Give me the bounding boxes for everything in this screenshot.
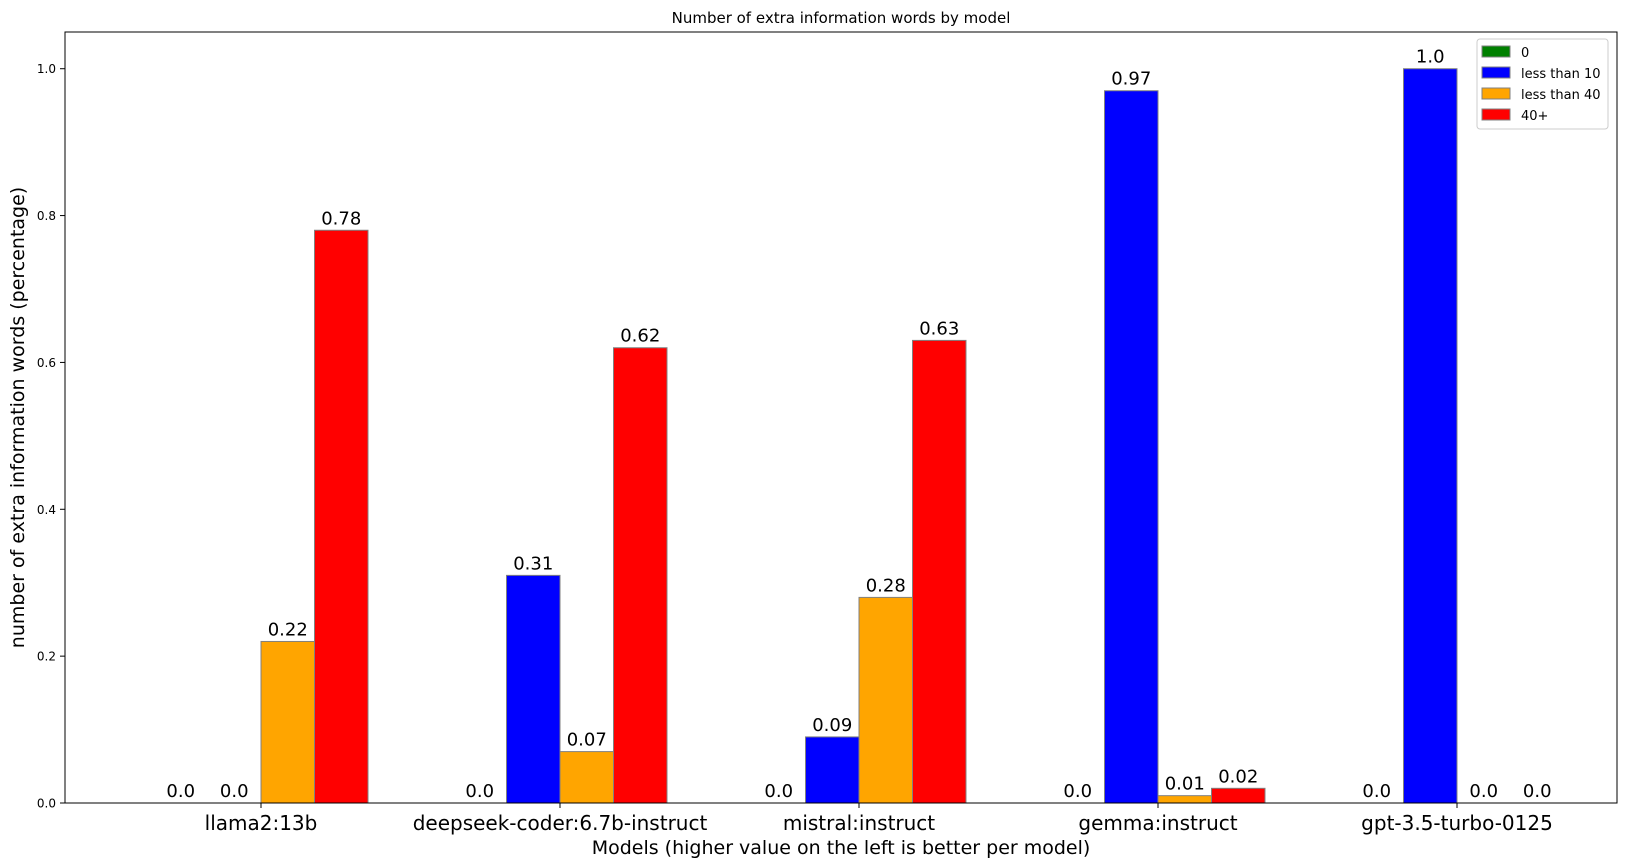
- legend-label-0: 0: [1521, 46, 1529, 61]
- bar-4-1: [1403, 68, 1458, 804]
- bar-1-2: [559, 751, 614, 804]
- data-label-3-3: 0.02: [1218, 766, 1258, 787]
- bar-1-1: [506, 574, 561, 804]
- y-axis-ticks: 0.0 0.2 0.4 0.6 0.8 1.0: [37, 62, 65, 811]
- data-label-0-0: 0.0: [166, 781, 195, 802]
- plot-frame: [64, 31, 1618, 804]
- y-axis-title: number of extra information words (perce…: [7, 187, 29, 648]
- x-tick-label-4: gpt-3.5-turbo-0125: [1361, 811, 1553, 835]
- bar-2-2: [858, 596, 913, 804]
- y-tick-label-3: 0.6: [37, 356, 56, 370]
- data-label-3-1: 0.97: [1111, 69, 1151, 90]
- data-label-2-1: 0.09: [812, 715, 852, 736]
- data-label-4-1: 1.0: [1416, 47, 1445, 68]
- bar-3-2: [1157, 795, 1212, 804]
- data-label-3-0: 0.0: [1063, 781, 1092, 802]
- legend-swatch-0: [1481, 45, 1511, 58]
- legend-label-2: less than 40: [1521, 88, 1601, 103]
- data-label-4-2: 0.0: [1469, 781, 1498, 802]
- legend-label-3: 40+: [1521, 109, 1548, 124]
- bar-2-3: [912, 339, 967, 804]
- data-label-1-2: 0.07: [567, 730, 607, 751]
- data-label-1-0: 0.0: [465, 781, 494, 802]
- x-tick-label-1: deepseek-coder:6.7b-instruct: [413, 811, 708, 835]
- x-tick-label-2: mistral:instruct: [783, 811, 935, 835]
- legend-swatch-2: [1481, 87, 1511, 100]
- bar-0-2: [260, 640, 315, 804]
- data-label-0-2: 0.22: [268, 619, 308, 640]
- data-label-2-3: 0.63: [919, 318, 959, 339]
- data-label-3-2: 0.01: [1165, 774, 1205, 795]
- y-tick-label-2: 0.4: [37, 503, 56, 517]
- x-axis-ticks: llama2:13b deepseek-coder:6.7b-instruct mi…: [205, 803, 1553, 835]
- y-tick-label-0: 0.0: [37, 797, 56, 811]
- bar-2-1: [805, 736, 860, 804]
- bar-1-3: [613, 347, 668, 804]
- legend-swatch-3: [1481, 108, 1511, 121]
- data-label-1-1: 0.31: [513, 553, 553, 574]
- x-tick-label-0: llama2:13b: [205, 811, 318, 835]
- data-label-1-3: 0.62: [620, 326, 660, 347]
- bars-group: 0.0 0.0 0.0 0.0 0.0 0.0 0.31 0.09 0.97 1.0 0.22 0.0…: [166, 47, 1552, 804]
- legend-label-1: less than 10: [1521, 67, 1601, 82]
- y-tick-label-4: 0.8: [37, 209, 56, 223]
- data-label-4-0: 0.0: [1362, 781, 1391, 802]
- bar-3-3: [1211, 787, 1266, 804]
- legend-box: [1476, 38, 1609, 130]
- bar-3-1: [1104, 90, 1159, 804]
- data-label-2-2: 0.28: [866, 575, 906, 596]
- x-tick-label-3: gemma:instruct: [1078, 811, 1237, 835]
- bar-0-3: [314, 229, 369, 804]
- chart-title: Number of extra information words by mod…: [672, 9, 1011, 27]
- legend: 0 less than 10 less than 40 40+: [1476, 38, 1609, 130]
- legend-swatch-1: [1481, 66, 1511, 79]
- x-axis-title: Models (higher value on the left is bett…: [592, 837, 1091, 859]
- data-label-2-0: 0.0: [764, 781, 793, 802]
- data-label-0-3: 0.78: [321, 208, 361, 229]
- data-label-0-1: 0.0: [220, 781, 249, 802]
- data-label-4-3: 0.0: [1523, 781, 1552, 802]
- y-tick-label-1: 0.2: [37, 650, 56, 664]
- y-tick-label-5: 1.0: [37, 62, 56, 76]
